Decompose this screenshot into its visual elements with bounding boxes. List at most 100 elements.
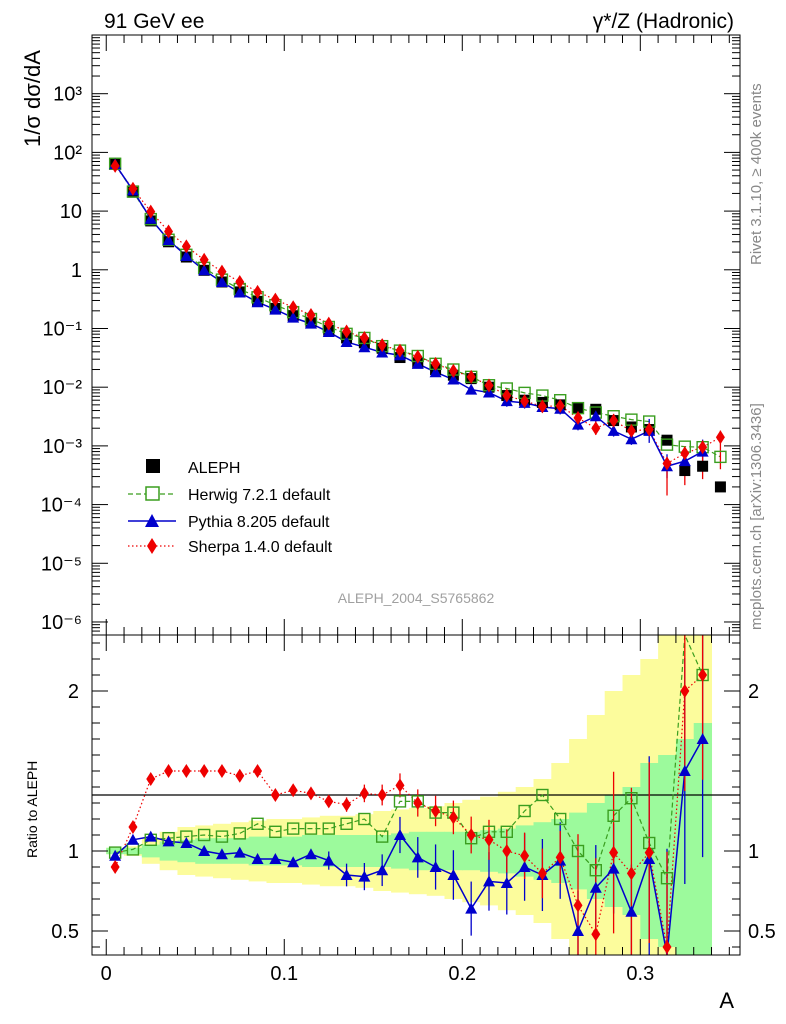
sherpa-ratio-point xyxy=(306,786,316,801)
sherpa-point xyxy=(715,430,725,445)
sherpa-point xyxy=(128,181,138,196)
herwig-ratio-line xyxy=(115,634,704,881)
sherpa-ratio-point xyxy=(342,797,352,812)
sherpa-ratio-point xyxy=(288,783,298,798)
x-axis-label: A xyxy=(719,988,734,1013)
y-tick-label: 10⁻³ xyxy=(43,436,83,458)
pythia-point xyxy=(269,303,282,315)
herwig-ratio-point xyxy=(625,792,638,805)
sherpa-point xyxy=(288,300,298,315)
sherpa-point xyxy=(181,239,191,254)
legend-aleph-marker xyxy=(146,459,160,473)
pythia-ratio-point xyxy=(109,849,122,861)
herwig-ratio-point xyxy=(126,843,140,856)
pythia-ratio-point xyxy=(126,833,139,845)
sherpa-ratio-point xyxy=(128,820,138,834)
sherpa-ratio-point xyxy=(502,844,512,858)
ratio-band-inner xyxy=(266,836,285,866)
pythia-point xyxy=(233,286,246,298)
sherpa-point xyxy=(413,349,423,364)
pythia-ratio-point xyxy=(358,870,371,882)
pythia-point xyxy=(340,335,353,347)
sherpa-point xyxy=(235,274,245,289)
pythia-ratio-point xyxy=(572,925,584,936)
pythia-ratio-point xyxy=(215,848,228,860)
ratio-band-inner xyxy=(337,835,356,867)
pythia-ratio-point xyxy=(447,869,460,880)
sherpa-point xyxy=(698,440,708,455)
pythia-point xyxy=(251,296,264,308)
sherpa-ratio-point xyxy=(448,810,458,825)
sherpa-point xyxy=(110,158,120,173)
ratio-y-tick-label-right: 0.5 xyxy=(748,921,776,943)
header-left-title: 91 GeV ee xyxy=(104,10,204,33)
x-tick-label: 0.3 xyxy=(626,963,654,985)
pythia-line xyxy=(114,163,703,468)
y-tick-label: 10⁻² xyxy=(43,377,83,399)
pythia-point xyxy=(304,317,317,329)
sherpa-ratio-point xyxy=(181,764,191,778)
y-tick-label: 10⁻⁴ xyxy=(41,495,82,517)
aleph-point xyxy=(679,465,691,477)
sherpa-ratio-line xyxy=(114,674,704,948)
pythia-ratio-point xyxy=(607,862,620,874)
pythia-point xyxy=(625,433,638,445)
aleph-point xyxy=(714,481,726,493)
herwig-ratio-point xyxy=(197,828,211,842)
sherpa-ratio-point xyxy=(235,768,245,783)
sherpa-point xyxy=(377,338,387,353)
sherpa-point xyxy=(199,252,209,267)
sherpa-point xyxy=(555,398,565,413)
legend-herwig-label: Herwig 7.2.1 default xyxy=(188,487,331,504)
pythia-point xyxy=(429,366,442,378)
pythia-ratio-point xyxy=(625,905,638,917)
herwig-point xyxy=(536,389,549,402)
pythia-point xyxy=(287,311,300,323)
sherpa-point xyxy=(359,330,369,345)
herwig-ratio-point xyxy=(660,872,674,885)
sherpa-ratio-point xyxy=(609,845,619,860)
herwig-ratio-point xyxy=(518,804,531,818)
x-tick-label: 0.2 xyxy=(448,963,476,985)
main-panel: 1/σ dσ/dA ALEPH_2004_S5765862 10⁻⁶ 10⁻⁵ 10… xyxy=(20,34,741,636)
sherpa-point xyxy=(217,264,227,279)
legend-sherpa-marker xyxy=(147,538,157,554)
pythia-ratio-point xyxy=(251,853,264,864)
herwig-ratio-point xyxy=(589,864,603,877)
sherpa-ratio-point xyxy=(413,796,423,810)
pythia-ratio-point xyxy=(287,856,300,868)
sherpa-point xyxy=(324,316,334,331)
sherpa-point xyxy=(342,324,352,339)
legend-pythia-label: Pythia 8.205 default xyxy=(188,514,330,531)
legend-pythia-marker xyxy=(145,514,159,527)
herwig-ratio-point xyxy=(215,830,229,843)
y-tick-label: 10⁻⁵ xyxy=(41,553,82,575)
sherpa-ratio-point xyxy=(199,764,209,778)
herwig-ratio-point xyxy=(500,825,513,838)
sherpa-point xyxy=(146,204,156,219)
sherpa-point xyxy=(662,456,672,471)
sherpa-point xyxy=(484,378,494,393)
sherpa-point xyxy=(520,394,530,409)
herwig-ratio-point xyxy=(358,812,371,826)
herwig-ratio-point xyxy=(286,822,300,835)
pythia-point xyxy=(198,264,211,276)
pythia-ratio-line xyxy=(114,738,704,956)
herwig-ratio-point xyxy=(571,844,585,858)
pythia-ratio-point xyxy=(589,881,602,893)
ratio-band-inner xyxy=(355,835,374,867)
sherpa-point xyxy=(573,410,583,425)
upper-ylabel: 1/σ dσ/dA xyxy=(20,50,45,147)
pythia-ratio-point xyxy=(198,845,211,856)
sherpa-ratio-point xyxy=(555,850,565,865)
ratio-y-tick-label-right: 1 xyxy=(748,841,759,863)
pythia-point xyxy=(589,410,602,422)
legend-aleph-label: ALEPH xyxy=(188,460,240,477)
sherpa-ratio-point xyxy=(253,764,263,778)
y-tick-label: 10⁻¹ xyxy=(43,318,83,340)
ratio-panel: 0.5 0.5 1 1 2 2 0 0.1 0.2 0.3 Ratio to ALEPH A xyxy=(24,634,776,1013)
y-tick-label: 10³ xyxy=(53,84,82,106)
pythia-ratio-point xyxy=(233,846,246,858)
ratio-y-tick-label: 0.5 xyxy=(51,921,79,943)
herwig-ratio-point xyxy=(375,830,389,843)
